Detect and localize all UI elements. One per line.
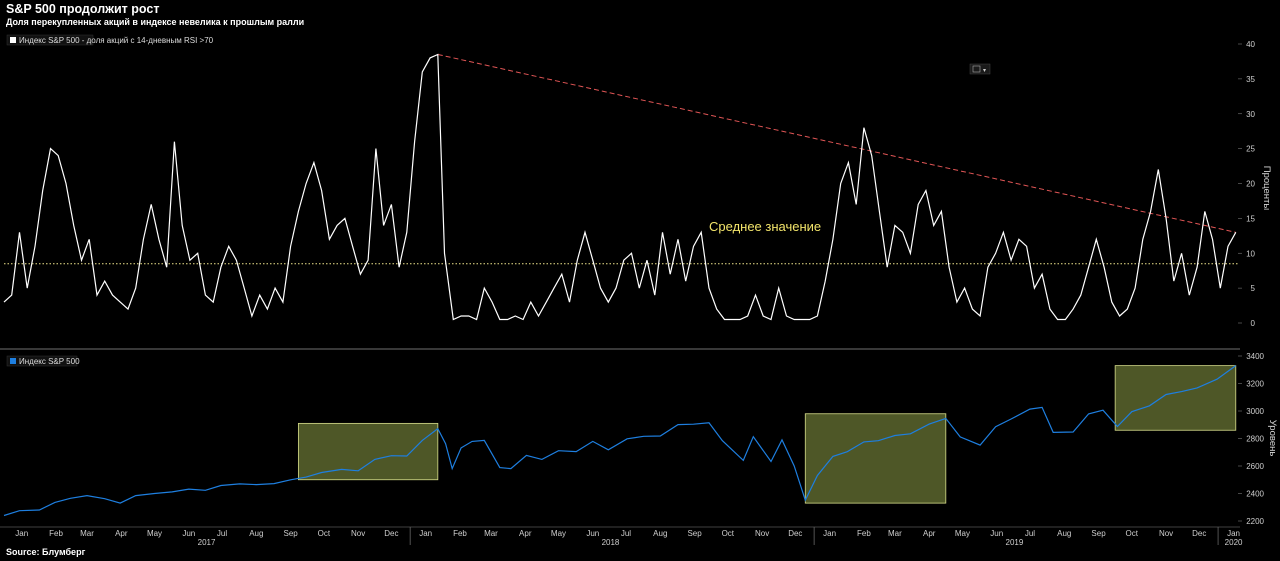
sp500-y-tick-label: 2800 — [1246, 435, 1264, 444]
rsi-y-tick-label: 0 — [1251, 319, 1256, 328]
x-month-label: Jul — [217, 529, 227, 538]
x-month-label: Oct — [318, 529, 331, 538]
x-month-label: Feb — [49, 529, 63, 538]
x-month-label: Sep — [687, 529, 702, 538]
rsi-y-axis: 0 5 10 15 20 25 30 35 40 — [1238, 40, 1256, 328]
mean-value-annotation: Среднее значение — [709, 219, 821, 234]
x-year-label: 2020 — [1225, 538, 1243, 547]
highlight-box — [804, 413, 947, 504]
x-month-label: Aug — [1057, 529, 1071, 538]
x-month-label: Aug — [653, 529, 667, 538]
rsi-y-tick-label: 5 — [1251, 284, 1256, 293]
x-month-label: Jan — [823, 529, 836, 538]
x-month-label: Mar — [484, 529, 498, 538]
x-month-label: Oct — [1126, 529, 1139, 538]
x-month-label: Feb — [857, 529, 871, 538]
sp500-legend-swatch — [10, 358, 16, 364]
x-month-label: May — [147, 529, 162, 538]
rsi-legend-swatch — [10, 37, 16, 43]
x-month-label: Jun — [182, 529, 195, 538]
chart-subtitle: Доля перекупленных акций в индексе невел… — [6, 17, 305, 27]
sp500-y-tick-label: 2400 — [1246, 490, 1264, 499]
chart-title: S&P 500 продолжит рост — [6, 2, 160, 16]
sp500-series-line — [3, 365, 1237, 517]
sp500-y-tick-label: 2600 — [1246, 462, 1264, 471]
rsi-y-tick-label: 30 — [1246, 110, 1255, 119]
rsi-y-tick-label: 40 — [1246, 40, 1255, 49]
x-month-label: Dec — [1192, 529, 1206, 538]
highlight-boxes — [297, 365, 1237, 504]
source-note: Source: Блумберг — [6, 547, 86, 557]
trend-line — [437, 53, 1236, 233]
rsi-legend-box — [6, 34, 94, 46]
sp500-panel: Индекс S&P 500 2200 2400 2600 2800 3000 3200 3… — [3, 352, 1278, 526]
x-month-label: Nov — [351, 529, 365, 538]
x-year-label: 2019 — [1006, 538, 1024, 547]
x-month-label: Nov — [755, 529, 769, 538]
rsi-y-axis-label: Проценты — [1261, 166, 1272, 211]
rsi-y-tick-label: 15 — [1246, 214, 1255, 223]
x-month-label: Feb — [453, 529, 467, 538]
rsi-series-line — [3, 53, 1237, 321]
x-month-label: Jul — [1025, 529, 1035, 538]
sp500-legend-label: Индекс S&P 500 — [19, 357, 80, 366]
x-month-label: May — [551, 529, 566, 538]
rsi-y-tick-label: 10 — [1246, 249, 1255, 258]
x-month-label: Jun — [990, 529, 1003, 538]
x-year-label: 2018 — [602, 538, 620, 547]
x-month-label: Jan — [1227, 529, 1240, 538]
x-month-label: Aug — [249, 529, 263, 538]
rsi-panel: Индекс S&P 500 - доля акций с 14-дневным… — [3, 34, 1272, 328]
sp500-y-axis-label: Уровень — [1267, 420, 1278, 457]
x-month-label: Oct — [722, 529, 735, 538]
rsi-y-tick-label: 35 — [1246, 75, 1255, 84]
rsi-y-tick-label: 25 — [1246, 145, 1255, 154]
x-month-label: Sep — [284, 529, 299, 538]
x-month-label: Apr — [923, 529, 936, 538]
x-month-label: Apr — [115, 529, 128, 538]
sp500-y-tick-label: 3000 — [1246, 407, 1264, 416]
x-month-label: May — [955, 529, 970, 538]
x-month-label: Jan — [15, 529, 28, 538]
x-month-label: Dec — [788, 529, 802, 538]
sp500-legend-box — [6, 355, 78, 367]
x-month-label: Jan — [419, 529, 432, 538]
x-year-label: 2017 — [198, 538, 216, 547]
rsi-y-tick-label: 20 — [1246, 180, 1255, 189]
x-month-label: Sep — [1091, 529, 1106, 538]
x-month-label: Nov — [1159, 529, 1173, 538]
sp500-y-tick-label: 2200 — [1246, 517, 1264, 526]
svg-text:▾: ▾ — [983, 68, 986, 74]
x-month-label: Jul — [621, 529, 631, 538]
x-axis: Jan Feb Mar Apr May Jun Jul Aug Sep Oct Nov Dec Jan F… — [0, 526, 1243, 547]
chart-options-icon[interactable]: ▾ — [969, 63, 991, 75]
sp500-y-axis: 2200 2400 2600 2800 3000 3200 3400 — [1238, 352, 1265, 526]
sp500-y-tick-label: 3200 — [1246, 380, 1264, 389]
x-month-label: Dec — [384, 529, 398, 538]
x-month-label: Mar — [80, 529, 94, 538]
x-month-label: Apr — [519, 529, 532, 538]
x-month-label: Jun — [586, 529, 599, 538]
highlight-box — [1114, 365, 1237, 431]
x-month-label: Mar — [888, 529, 902, 538]
rsi-legend-label: Индекс S&P 500 - доля акций с 14-дневным… — [19, 36, 214, 45]
sp500-y-tick-label: 3400 — [1246, 352, 1264, 361]
highlight-box — [297, 422, 439, 481]
